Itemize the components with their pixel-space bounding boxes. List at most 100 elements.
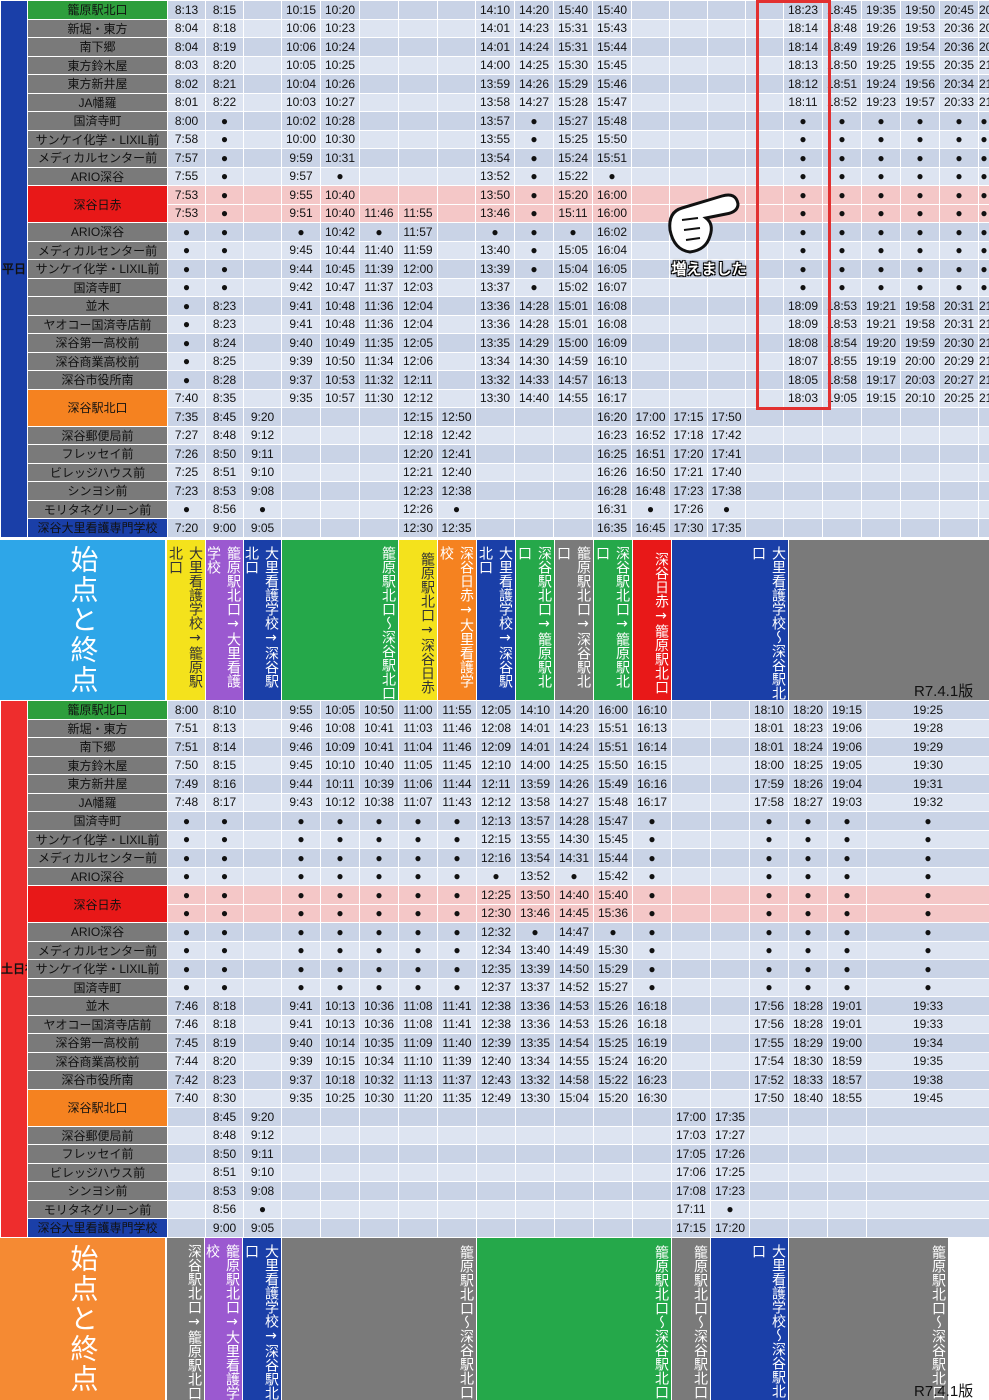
time-cell: 10:03 bbox=[281, 92, 321, 112]
skip-marker: ● bbox=[243, 1199, 282, 1219]
time-cell: 9:39 bbox=[281, 351, 321, 371]
time-cell: 12:43 bbox=[476, 1070, 516, 1090]
empty-cell bbox=[437, 277, 476, 297]
time-cell: 17:38 bbox=[707, 481, 746, 501]
time-cell: 13:57 bbox=[515, 811, 555, 831]
skip-marker: ● bbox=[167, 351, 206, 371]
empty-cell bbox=[398, 129, 438, 149]
empty-cell bbox=[788, 1107, 828, 1127]
time-cell: 19:25 bbox=[866, 700, 989, 720]
time-cell: 9:51 bbox=[281, 203, 321, 223]
empty-cell bbox=[707, 111, 746, 131]
empty-cell bbox=[243, 277, 282, 297]
day-type-label: 平日 bbox=[0, 0, 28, 538]
time-cell: 10:13 bbox=[320, 1014, 360, 1034]
skip-marker: ● bbox=[281, 848, 321, 868]
empty-cell bbox=[710, 922, 750, 942]
time-cell: 15:25 bbox=[553, 129, 593, 149]
time-cell: 15:40 bbox=[593, 885, 633, 905]
time-cell: 10:04 bbox=[281, 74, 321, 94]
empty-cell bbox=[437, 92, 476, 112]
skip-marker: ● bbox=[553, 222, 593, 242]
empty-cell bbox=[437, 1107, 477, 1127]
skip-marker: ● bbox=[167, 277, 206, 297]
empty-cell bbox=[593, 1199, 633, 1219]
empty-cell bbox=[243, 848, 282, 868]
time-cell: 20:59 bbox=[978, 37, 989, 57]
time-cell: 7:51 bbox=[167, 737, 206, 757]
empty-cell bbox=[553, 481, 593, 501]
empty-cell bbox=[710, 718, 750, 738]
time-cell: 18:45 bbox=[822, 0, 862, 20]
skip-marker: ● bbox=[359, 222, 399, 242]
empty-cell bbox=[710, 866, 750, 886]
time-cell: 13:59 bbox=[515, 774, 555, 794]
time-cell: 9:57 bbox=[281, 166, 321, 186]
skip-marker: ● bbox=[866, 811, 989, 831]
skip-marker: ● bbox=[939, 111, 979, 131]
time-cell: 8:18 bbox=[205, 1014, 244, 1034]
skip-marker: ● bbox=[514, 129, 554, 149]
empty-cell bbox=[359, 74, 399, 94]
empty-cell bbox=[553, 462, 593, 482]
empty-cell bbox=[243, 259, 282, 279]
empty-cell bbox=[359, 129, 399, 149]
added-annotation: 増えました bbox=[662, 190, 752, 290]
time-cell: 14:50 bbox=[554, 959, 594, 979]
skip-marker: ● bbox=[359, 940, 399, 960]
empty-cell bbox=[437, 1218, 477, 1238]
time-cell: 7:40 bbox=[167, 1088, 206, 1108]
empty-cell bbox=[359, 1218, 399, 1238]
time-cell: 11:30 bbox=[359, 388, 399, 408]
empty-cell bbox=[167, 1181, 206, 1201]
time-cell: 11:10 bbox=[398, 1051, 438, 1071]
skip-marker: ● bbox=[900, 203, 940, 223]
empty-cell bbox=[749, 1181, 789, 1201]
time-cell: 17:23 bbox=[710, 1181, 750, 1201]
time-cell: 12:40 bbox=[437, 462, 476, 482]
empty-cell bbox=[822, 425, 862, 445]
time-cell: 15:22 bbox=[593, 1070, 633, 1090]
empty-cell bbox=[398, 1125, 438, 1145]
time-cell: 13:50 bbox=[515, 885, 555, 905]
time-cell: 13:30 bbox=[475, 388, 515, 408]
empty-cell bbox=[939, 407, 979, 427]
empty-cell bbox=[243, 774, 282, 794]
empty-cell bbox=[707, 92, 746, 112]
empty-cell bbox=[475, 407, 515, 427]
time-cell: 18:09 bbox=[783, 314, 823, 334]
empty-cell bbox=[320, 425, 360, 445]
empty-cell bbox=[398, 18, 438, 38]
empty-cell bbox=[320, 518, 360, 538]
time-cell: 14:23 bbox=[514, 18, 554, 38]
time-cell: 14:28 bbox=[554, 811, 594, 831]
skip-marker: ● bbox=[475, 222, 515, 242]
empty-cell bbox=[749, 1218, 789, 1238]
empty-cell bbox=[669, 185, 708, 205]
empty-cell bbox=[243, 370, 282, 390]
time-cell: 19:35 bbox=[866, 1051, 989, 1071]
time-cell: 8:03 bbox=[167, 55, 206, 75]
skip-marker: ● bbox=[861, 203, 901, 223]
empty-cell bbox=[437, 1162, 477, 1182]
empty-cell bbox=[631, 277, 670, 297]
time-cell: 13:57 bbox=[475, 111, 515, 131]
table-row: シンヨシ前 8:53 9:08 17:08 17:23 bbox=[1, 1181, 989, 1201]
table-row: 東方鈴木屋 8:03 8:20 10:05 10:25 14:00 14:25 15:30 15… bbox=[1, 55, 989, 75]
skip-marker: ● bbox=[978, 185, 989, 205]
skip-marker: ● bbox=[437, 940, 477, 960]
empty-cell bbox=[281, 462, 321, 482]
empty-cell bbox=[632, 1144, 672, 1164]
empty-cell bbox=[900, 444, 940, 464]
table-row: フレッセイ前 7:26 8:50 9:11 12:20 12:41 16:25 16:51 17… bbox=[1, 444, 989, 464]
table-row: 深谷市役所南 7:42 8:23 9:37 10:18 10:32 11:13 11:37 12… bbox=[1, 1070, 989, 1090]
skip-marker: ● bbox=[398, 959, 438, 979]
time-cell: 13:55 bbox=[515, 829, 555, 849]
skip-marker: ● bbox=[167, 811, 206, 831]
time-cell: 15:49 bbox=[593, 774, 633, 794]
empty-cell bbox=[593, 1107, 633, 1127]
empty-cell bbox=[243, 959, 282, 979]
time-cell: 15:29 bbox=[593, 959, 633, 979]
time-cell: 12:04 bbox=[398, 314, 438, 334]
time-cell: 13:52 bbox=[475, 166, 515, 186]
